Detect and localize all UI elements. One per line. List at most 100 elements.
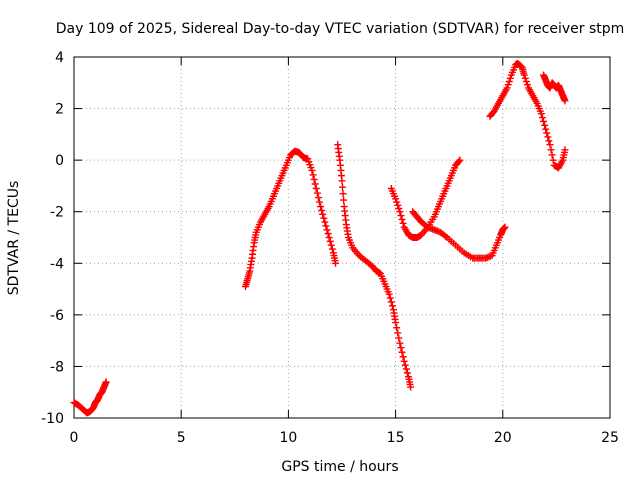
x-tick-label: 15 [387,430,405,446]
y-tick-label: 4 [55,50,64,66]
data-point [315,198,323,206]
data-point [392,319,400,327]
x-axis-label: GPS time / hours [281,459,398,475]
data-point [522,77,530,85]
data-point [523,81,531,89]
data-point [324,230,332,238]
data-marks [70,59,569,417]
data-point [506,74,514,82]
data-point [402,365,410,373]
data-point [319,210,327,218]
data-point [538,114,546,122]
data-point [387,298,395,306]
data-point [339,183,347,191]
y-tick-label: 2 [55,102,64,118]
data-point [403,369,411,377]
data-point [308,166,316,174]
data-point [520,71,528,79]
data-point [548,151,556,159]
data-point [546,141,554,149]
y-axis-ticks: -10 -8 -6 -4 -2 0 2 4 [41,50,610,427]
data-point [541,121,549,129]
x-tick-label: 10 [279,430,297,446]
data-point [407,383,415,391]
data-point [318,206,326,214]
data-point [393,198,401,206]
data-point [340,196,348,204]
data-point [401,361,409,369]
data-point [317,203,325,211]
data-point [396,339,404,347]
data-point [456,156,464,164]
data-point [540,117,548,125]
data-point [547,146,555,154]
data-point [549,156,557,164]
x-tick-label: 0 [70,430,79,446]
plot-frame [73,56,611,419]
data-point [102,378,110,386]
data-point [338,177,346,185]
data-point [386,294,394,302]
data-point [326,237,334,245]
data-point [505,77,513,85]
y-tick-label: -6 [50,308,64,324]
data-point [537,110,545,118]
data-point [398,348,406,356]
data-point [328,245,336,253]
x-tick-label: 25 [601,430,619,446]
data-point [321,218,329,226]
data-point [314,194,322,202]
data-point [399,353,407,361]
data-point [521,74,529,82]
data-point [561,97,569,105]
data-point [394,329,402,337]
x-tick-label: 20 [494,430,512,446]
data-point [332,259,340,267]
data-point [312,185,320,193]
data-point [385,290,393,298]
data-point [309,171,317,179]
data-point [323,226,331,234]
data-point [545,137,553,145]
data-point [503,84,511,92]
y-axis-label: SDTVAR / TECUs [6,181,22,296]
data-point [395,204,403,212]
data-point [388,302,396,310]
data-point [339,190,347,198]
x-axis-ticks: 0 5 10 15 20 25 [70,57,619,446]
y-tick-label: -2 [50,205,64,221]
data-point [320,214,328,222]
data-point [542,125,550,133]
data-point [400,357,408,365]
data-point [311,180,319,188]
data-point [396,208,404,216]
data-point [327,241,335,249]
data-point [504,81,512,89]
data-point [310,175,318,183]
data-point [543,129,551,137]
data-point [322,222,330,230]
y-tick-label: -4 [50,256,64,272]
data-point [397,212,405,220]
data-point [395,334,403,342]
data-point [325,234,333,241]
y-tick-label: 0 [55,153,64,169]
data-point [397,344,405,352]
y-tick-label: -8 [50,359,64,375]
data-point [561,146,569,154]
data-point [455,157,463,165]
data-point [544,133,552,141]
data-point [398,215,406,223]
y-tick-label: -10 [41,411,64,427]
data-point [392,195,400,203]
data-point [313,189,321,197]
data-point [394,201,402,209]
grid [74,57,610,418]
data-point [399,219,407,227]
x-tick-label: 5 [177,430,186,446]
chart-title: Day 109 of 2025, Sidereal Day-to-day VTE… [56,21,625,37]
data-point [393,324,401,332]
data-point [441,232,449,240]
data-point [501,223,509,231]
